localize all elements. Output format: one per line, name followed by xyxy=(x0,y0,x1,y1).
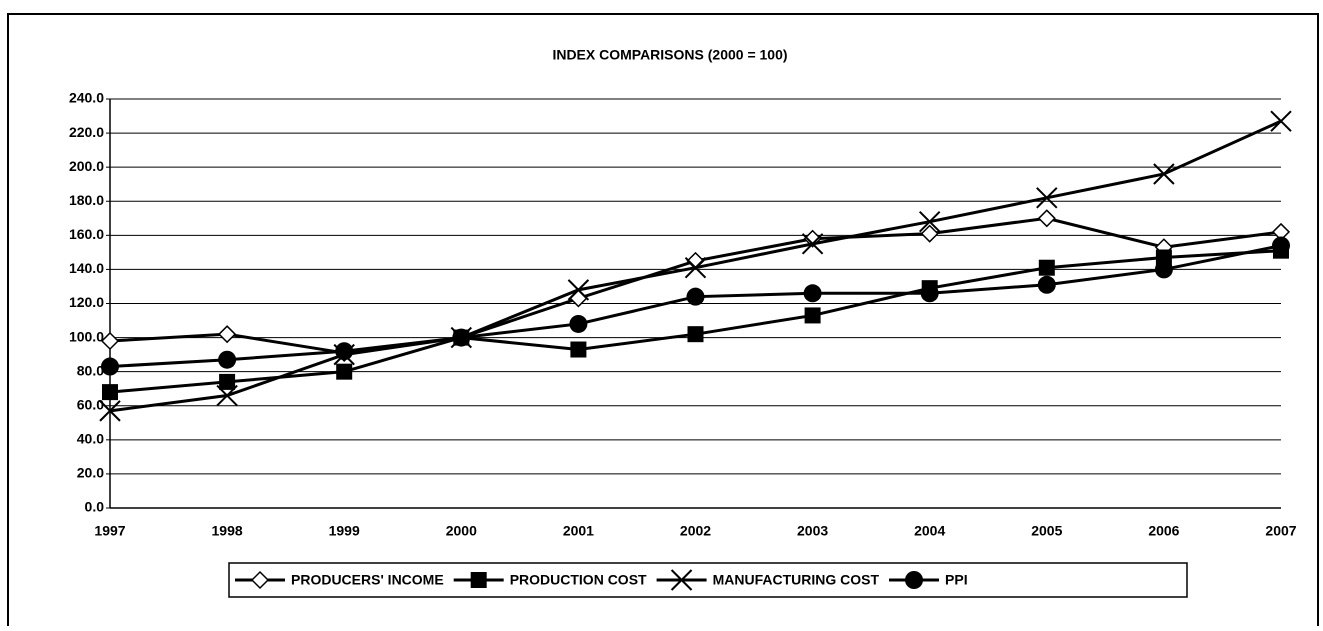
legend-marker xyxy=(470,572,487,588)
x-tick-label: 1999 xyxy=(329,523,360,539)
data-point xyxy=(100,331,120,351)
data-point xyxy=(804,307,821,324)
legend-marker xyxy=(250,570,270,590)
y-tick-label: 180.0 xyxy=(69,192,104,208)
legend-marker xyxy=(670,569,693,591)
data-point xyxy=(1038,259,1055,276)
x-tick-label: 2001 xyxy=(563,523,594,539)
data-point xyxy=(1154,260,1173,279)
x-tick-label: 1997 xyxy=(94,523,125,539)
y-tick-label: 200.0 xyxy=(69,158,104,174)
data-point xyxy=(684,257,707,279)
y-tick-label: 40.0 xyxy=(77,431,104,447)
data-point xyxy=(102,384,118,401)
y-tick-label: 60.0 xyxy=(77,396,104,412)
data-point xyxy=(216,384,238,407)
data-point xyxy=(101,357,119,376)
data-point xyxy=(335,342,354,361)
y-tick-label: 240.0 xyxy=(69,90,104,106)
x-tick-label: 2000 xyxy=(446,523,477,539)
legend-box xyxy=(228,562,1188,598)
y-tick-label: 220.0 xyxy=(69,124,104,140)
x-tick-label: 2006 xyxy=(1148,523,1179,539)
y-tick-label: 80.0 xyxy=(77,362,104,378)
legend-label: PPI xyxy=(945,572,968,588)
legend-label: MANUFACTURING COST xyxy=(713,572,880,588)
chart-frame xyxy=(7,13,1319,631)
y-tick-label: 160.0 xyxy=(69,226,104,242)
data-point xyxy=(336,363,353,380)
data-point xyxy=(687,326,704,343)
data-point xyxy=(1036,187,1058,209)
y-tick-label: 120.0 xyxy=(69,294,104,310)
data-point xyxy=(218,325,237,344)
y-tick-label: 140.0 xyxy=(69,260,104,276)
data-point xyxy=(1272,236,1290,255)
x-tick-label: 2003 xyxy=(797,523,828,539)
data-point xyxy=(1270,110,1292,132)
data-point xyxy=(801,233,824,255)
x-tick-label: 1998 xyxy=(212,523,243,539)
legend-marker xyxy=(905,571,924,589)
y-tick-label: 0.0 xyxy=(85,499,105,515)
data-point xyxy=(219,373,236,390)
data-point xyxy=(567,279,590,301)
data-point xyxy=(1153,163,1175,185)
legend-label: PRODUCTION COST xyxy=(510,572,647,588)
x-tick-label: 2007 xyxy=(1265,523,1296,539)
x-tick-label: 2004 xyxy=(914,523,945,539)
data-point xyxy=(918,210,941,233)
data-point xyxy=(570,341,587,358)
legend-label: PRODUCERS' INCOME xyxy=(291,572,444,588)
data-point xyxy=(99,400,121,422)
data-point xyxy=(920,284,939,303)
x-tick-label: 2005 xyxy=(1031,523,1062,539)
data-point xyxy=(686,287,705,306)
data-point xyxy=(218,350,237,369)
y-tick-label: 20.0 xyxy=(77,465,104,481)
data-point xyxy=(452,328,471,347)
x-tick-label: 2002 xyxy=(680,523,711,539)
data-point xyxy=(1037,275,1056,294)
data-point xyxy=(920,224,939,243)
data-point xyxy=(569,314,588,333)
data-point xyxy=(803,284,822,303)
data-point xyxy=(1037,209,1056,228)
y-tick-label: 100.0 xyxy=(69,328,104,344)
chart-title: INDEX COMPARISONS (2000 = 100) xyxy=(552,47,787,63)
